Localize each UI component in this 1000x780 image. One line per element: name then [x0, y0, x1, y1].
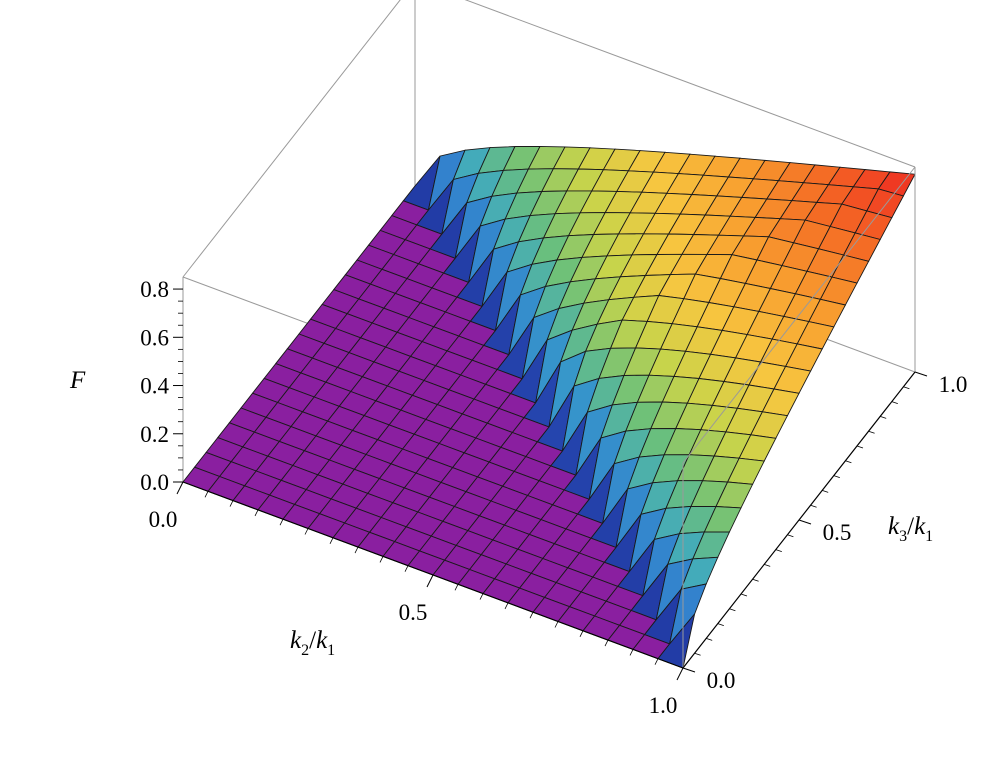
axis-labels: F k2/k1 k3/k1: [69, 367, 933, 659]
x-tick-label: 0.0: [149, 507, 178, 532]
x-minor-tick: [629, 649, 634, 656]
x-minor-tick: [554, 621, 559, 628]
box-edge: [182, 0, 401, 278]
z-tick-label: 0.8: [140, 277, 169, 302]
x-minor-tick: [304, 528, 309, 535]
x-minor-tick: [579, 630, 584, 637]
y-minor-tick: [810, 504, 817, 508]
x-tick: [176, 481, 184, 495]
y-minor-tick: [729, 608, 736, 612]
axis-ticks: 0.0 0.5 1.0 0.0 0.5 1.0 0.0 0.2 0.4 0.6 0.8: [140, 277, 967, 718]
y-minor-tick: [740, 593, 748, 597]
x-minor-tick: [604, 639, 609, 647]
y-minor-tick: [706, 638, 713, 641]
y-minor-tick: [880, 416, 887, 419]
x-minor-tick: [379, 556, 384, 563]
box-edge: [464, 0, 916, 168]
x-minor-tick: [204, 491, 209, 498]
x-tick: [676, 667, 684, 681]
x-minor-tick: [279, 519, 284, 526]
y-minor-tick: [856, 445, 864, 449]
y-minor-tick: [752, 578, 759, 582]
z-axis-label: F: [69, 367, 86, 394]
y-minor-tick: [764, 564, 771, 567]
y-tick: [798, 519, 812, 525]
y-axis-label: k3/k1: [888, 513, 933, 545]
x-minor-tick: [354, 546, 359, 554]
y-minor-tick: [694, 652, 701, 656]
x-tick-label: 1.0: [649, 693, 678, 718]
x-minor-tick: [404, 565, 409, 572]
x-minor-tick: [329, 537, 334, 544]
x-minor-tick: [229, 500, 234, 507]
x-tick-label: 0.5: [399, 600, 428, 625]
y-minor-tick: [891, 401, 898, 404]
x-minor-tick: [479, 593, 484, 600]
box-edge: [682, 166, 916, 464]
y-minor-tick: [717, 623, 724, 626]
x-minor-tick: [529, 612, 534, 619]
y-tick: [682, 667, 696, 673]
y-minor-tick: [903, 386, 910, 390]
z-tick-label: 0.2: [140, 422, 169, 447]
y-minor-tick: [822, 490, 829, 493]
x-minor-tick: [654, 658, 659, 665]
y-minor-tick: [775, 549, 782, 552]
y-tick-label: 0.0: [707, 668, 736, 693]
z-tick-label: 0.6: [140, 325, 169, 350]
y-minor-tick: [868, 430, 875, 434]
y-minor-tick: [845, 460, 852, 464]
x-minor-tick: [254, 509, 259, 517]
x-minor-tick: [454, 584, 459, 591]
z-tick-label: 0.0: [140, 470, 169, 495]
x-tick: [426, 574, 434, 588]
y-tick-label: 0.5: [823, 520, 852, 545]
surface-mesh: [182, 145, 916, 669]
y-tick-label: 1.0: [939, 372, 968, 397]
x-minor-tick: [504, 602, 509, 610]
z-tick-label: 0.4: [140, 374, 169, 399]
x-axis-label: k2/k1: [290, 627, 335, 659]
y-minor-tick: [833, 475, 840, 478]
y-minor-tick: [787, 534, 794, 538]
y-tick: [914, 371, 928, 377]
